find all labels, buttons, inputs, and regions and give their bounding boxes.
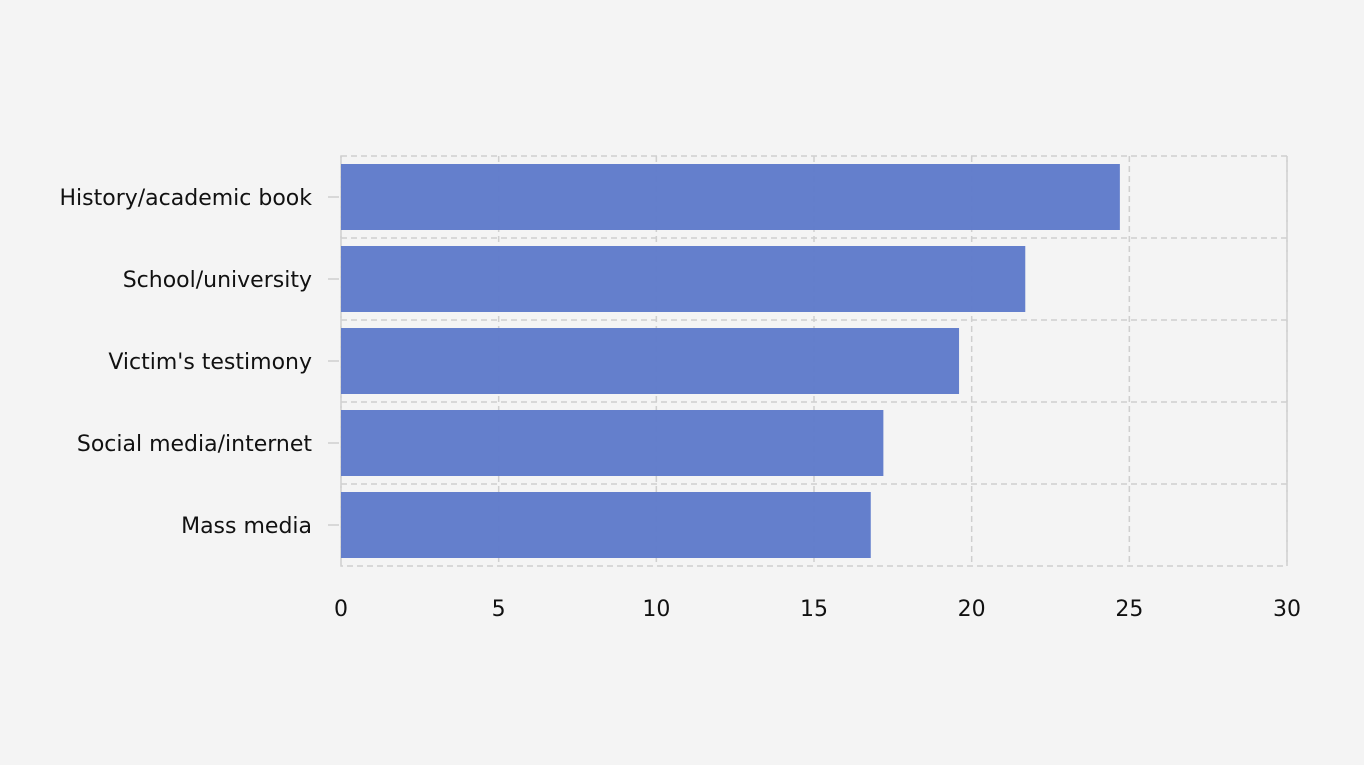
x-axis-ticks: 0 5 10 15 20 25 30 <box>334 597 1301 622</box>
category-labels: History/academic book School/university Vi… <box>60 186 339 539</box>
x-tick-label: 25 <box>1115 597 1143 622</box>
bar <box>341 410 884 476</box>
category-label: Victim's testimony <box>108 350 312 375</box>
category-label: Social media/internet <box>77 432 313 457</box>
category-label: School/university <box>123 268 312 293</box>
category-label: Mass media <box>181 514 312 539</box>
x-tick-label: 15 <box>800 597 828 622</box>
x-tick-label: 0 <box>334 597 348 622</box>
x-tick-label: 5 <box>492 597 506 622</box>
bar <box>341 328 960 394</box>
bars <box>341 164 1120 558</box>
bar <box>341 164 1120 230</box>
bar <box>341 492 871 558</box>
x-tick-label: 20 <box>958 597 986 622</box>
x-tick-label: 10 <box>642 597 670 622</box>
category-label: History/academic book <box>60 186 313 211</box>
x-tick-label: 30 <box>1273 597 1301 622</box>
bar <box>341 246 1026 312</box>
